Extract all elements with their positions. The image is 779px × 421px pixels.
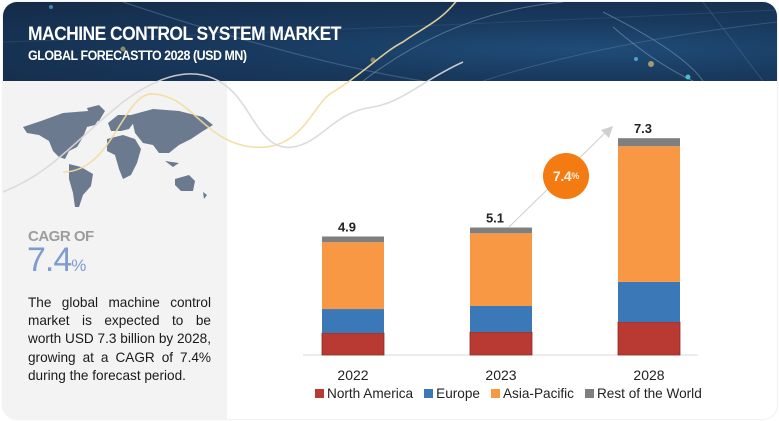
legend-swatch	[490, 389, 500, 398]
cagr-bubble: 7.4%	[543, 153, 589, 199]
bar-segment-rest-of-the-world-2022	[322, 236, 384, 243]
bar-total-label-2023: 5.1	[486, 211, 504, 226]
bar-segment-europe-2022	[322, 309, 384, 333]
bar-segment-asia-pacific-2028	[618, 146, 680, 282]
chart-subtitle: GLOBAL FORECASTTO 2028 (USD MN)	[28, 48, 247, 63]
cagr-value: 7.4%	[27, 241, 86, 280]
bar-segment-north-america-2023	[469, 331, 533, 356]
legend-item-rest-of-world: Rest of the World	[584, 386, 702, 401]
legend-label: North America	[327, 386, 414, 401]
bar-segment-europe-2028	[618, 281, 680, 323]
cagr-number: 7.4	[27, 241, 72, 279]
summary-panel: CAGR OF 7.4% The global machine control …	[3, 81, 227, 419]
header-light-streaks	[3, 2, 777, 81]
x-tick-label-2023: 2023	[485, 367, 516, 383]
growth-arrow-head	[601, 126, 613, 138]
legend-label: Asia-Pacific	[502, 386, 574, 401]
decorative-gold-curve	[62, 2, 457, 173]
legend-swatch	[424, 389, 434, 398]
legend-item-asia-pacific: Asia-Pacific	[490, 386, 574, 401]
bar-total-label-2022: 4.9	[338, 219, 356, 234]
legend-swatch	[584, 389, 594, 398]
chart-legend: North America Europe Asia-Pacific Rest o…	[315, 386, 702, 401]
bar-segment-asia-pacific-2023	[470, 233, 532, 307]
bar-segment-rest-of-the-world-2028	[618, 138, 680, 147]
bar-segment-rest-of-the-world-2023	[470, 227, 532, 234]
header-banner: MACHINE CONTROL SYSTEM MARKET GLOBAL FOR…	[3, 2, 777, 81]
bar-total-label-2028: 7.3	[634, 121, 652, 136]
cagr-bubble-value: 7.4	[552, 168, 572, 184]
x-tick-label-2022: 2022	[337, 367, 368, 383]
legend-label: Rest of the World	[596, 386, 702, 401]
chart-title: MACHINE CONTROL SYSTEM MARKET	[28, 24, 341, 45]
market-description: The global machine control market is exp…	[28, 295, 211, 383]
legend-item-north-america: North America	[315, 386, 413, 401]
x-tick-label-2028: 2028	[633, 367, 664, 383]
cagr-label: CAGR OF	[28, 228, 94, 245]
infographic-card: MACHINE CONTROL SYSTEM MARKET GLOBAL FOR…	[3, 2, 777, 419]
stacked-bar-chart: 4.9 2022 5.1 2023 7.3 2028	[3, 2, 698, 383]
legend-item-europe: Europe	[424, 386, 480, 401]
bar-segment-europe-2023	[470, 306, 532, 333]
cagr-percent-sign: %	[71, 256, 86, 275]
bar-segment-north-america-2028	[617, 321, 681, 356]
decorative-gray-curve	[3, 61, 464, 193]
legend-swatch	[315, 389, 324, 398]
bar-segment-asia-pacific-2022	[322, 242, 384, 310]
legend-label: Europe	[436, 386, 480, 401]
bar-segment-north-america-2022	[321, 332, 385, 356]
cagr-bubble-percent: %	[571, 171, 580, 181]
